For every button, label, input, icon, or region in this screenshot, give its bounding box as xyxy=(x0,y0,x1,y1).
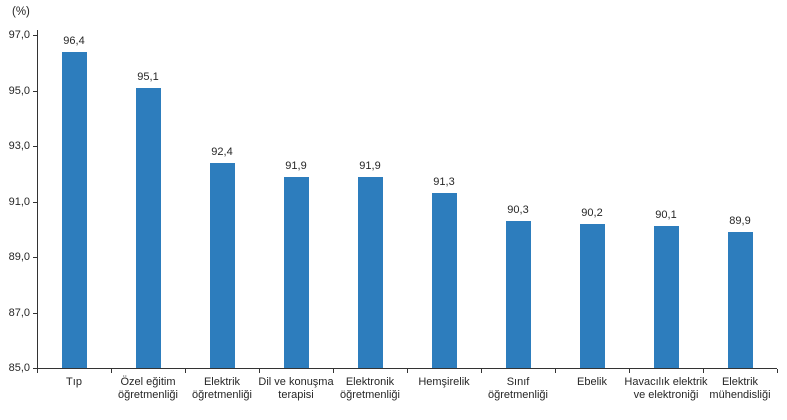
bar xyxy=(432,193,457,368)
bar xyxy=(506,221,531,368)
y-axis-tick-label: 93,0 xyxy=(8,140,30,152)
y-axis-line xyxy=(37,30,38,369)
y-axis-tick-label: 97,0 xyxy=(8,29,30,41)
bar-value-label: 90,1 xyxy=(655,209,677,221)
y-axis-tick xyxy=(33,368,37,369)
x-axis-category-label: Tıp xyxy=(66,376,82,388)
y-axis-tick-label: 91,0 xyxy=(8,196,30,208)
y-axis-tick xyxy=(33,91,37,92)
x-axis-tick xyxy=(333,369,334,373)
x-axis-category-label: Sınıf öğretmenliği xyxy=(488,376,548,401)
x-axis-tick xyxy=(37,369,38,373)
x-axis-category-label: Havacılık elektrik ve elektroniği xyxy=(624,376,708,401)
y-axis-tick xyxy=(33,313,37,314)
x-axis-tick xyxy=(407,369,408,373)
y-axis-tick xyxy=(33,35,37,36)
bar xyxy=(210,163,235,368)
bar xyxy=(284,177,309,368)
bar-value-label: 92,4 xyxy=(211,146,233,158)
x-axis-category-label: Özel eğitim öğretmenliği xyxy=(118,376,178,401)
x-axis-category-label: Ebelik xyxy=(577,376,607,388)
x-axis-tick xyxy=(703,369,704,373)
bar xyxy=(136,88,161,368)
bar-value-label: 96,4 xyxy=(63,35,85,47)
bar-value-label: 90,2 xyxy=(581,207,603,219)
bar xyxy=(580,224,605,368)
x-axis-category-label: Hemşirelik xyxy=(418,376,470,388)
x-axis-tick xyxy=(481,369,482,373)
bar-value-label: 95,1 xyxy=(137,71,159,83)
x-axis-tick xyxy=(185,369,186,373)
bar-value-label: 89,9 xyxy=(729,215,751,227)
bar xyxy=(358,177,383,368)
y-axis-unit-label: (%) xyxy=(12,6,30,18)
x-axis-tick xyxy=(111,369,112,373)
x-axis-category-label: Elektrik öğretmenliği xyxy=(192,376,252,401)
x-axis-tick xyxy=(777,369,778,373)
x-axis-category-label: Elektronik öğretmenliği xyxy=(340,376,400,401)
x-axis-line xyxy=(37,368,777,369)
y-axis-tick xyxy=(33,146,37,147)
x-axis-tick xyxy=(555,369,556,373)
x-axis-category-label: Dil ve konuşma terapisi xyxy=(258,376,334,401)
y-axis-tick-label: 95,0 xyxy=(8,85,30,97)
bar xyxy=(654,226,679,368)
y-axis-tick-label: 87,0 xyxy=(8,307,30,319)
x-axis-tick xyxy=(259,369,260,373)
bar xyxy=(62,52,87,368)
bar-value-label: 91,9 xyxy=(359,160,381,172)
x-axis-category-label: Elektrik mühendisliği xyxy=(709,376,771,401)
y-axis-tick-label: 85,0 xyxy=(8,362,30,374)
bar-value-label: 90,3 xyxy=(507,204,529,216)
y-axis-tick xyxy=(33,202,37,203)
y-axis-tick-label: 89,0 xyxy=(8,251,30,263)
bar-value-label: 91,3 xyxy=(433,176,455,188)
x-axis-tick xyxy=(629,369,630,373)
y-axis-tick xyxy=(33,257,37,258)
bar xyxy=(728,232,753,368)
bar-value-label: 91,9 xyxy=(285,160,307,172)
